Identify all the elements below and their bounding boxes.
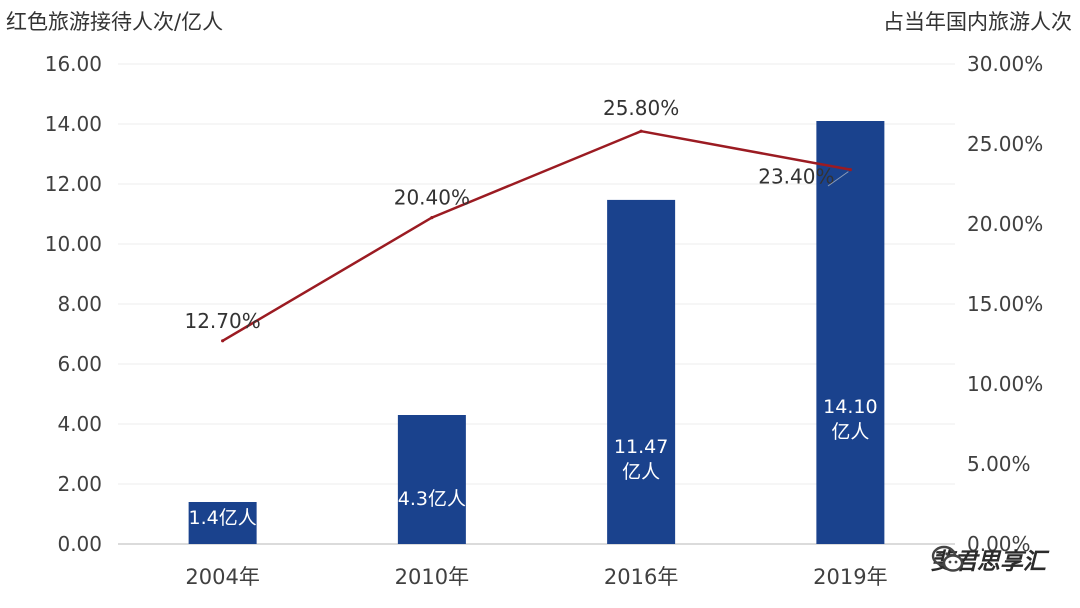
x-tick-label: 2016年 [604,565,678,589]
right-tick-label: 20.00% [967,212,1043,236]
bar-data-label: 亿人 [622,461,660,483]
left-tick-label: 12.00 [45,172,102,196]
line-data-label: 25.80% [603,96,679,120]
wechat-icon [931,545,964,572]
right-tick-label: 0.00% [967,532,1031,556]
bar [397,415,466,544]
line-data-label: 23.40% [758,165,834,189]
left-tick-label: 2.00 [57,472,102,496]
bar [188,502,257,544]
line-point [639,129,643,133]
line-point [430,216,434,220]
right-tick-label: 30.00% [967,52,1043,76]
right-tick-label: 15.00% [967,292,1043,316]
bar [607,199,676,544]
bar-data-label: 亿人 [831,421,869,443]
left-tick-label: 10.00 [45,232,102,256]
line-point [848,168,852,172]
line-series [221,129,851,342]
line-data-label: 12.70% [184,309,260,333]
leader-line [827,171,849,187]
x-tick-label: 2019年 [813,565,887,589]
bar-data-label: 4.3亿人 [398,488,466,510]
left-tick-label: 8.00 [57,292,102,316]
right-tick-label: 10.00% [967,372,1043,396]
bar-data-label: 14.10 [823,396,877,418]
bar [816,121,885,544]
left-tick-label: 0.00 [57,532,102,556]
line-point [221,339,225,343]
x-tick-label: 2010年 [395,565,469,589]
bar-data-label: 1.4亿人 [189,507,257,529]
right-tick-label: 25.00% [967,132,1043,156]
left-tick-label: 14.00 [45,112,102,136]
left-tick-label: 6.00 [57,352,102,376]
line-data-label: 20.40% [394,186,470,210]
left-axis-title: 红色旅游接待人次/亿人 [6,10,224,34]
right-axis-title: 占当年国内旅游人次 [883,10,1072,34]
watermark: 斐君思享汇 [931,542,1046,576]
left-tick-label: 16.00 [45,52,102,76]
bar-data-label: 11.47 [614,436,668,458]
left-tick-label: 4.00 [57,412,102,436]
right-tick-label: 5.00% [967,452,1031,476]
x-tick-label: 2004年 [185,565,259,589]
